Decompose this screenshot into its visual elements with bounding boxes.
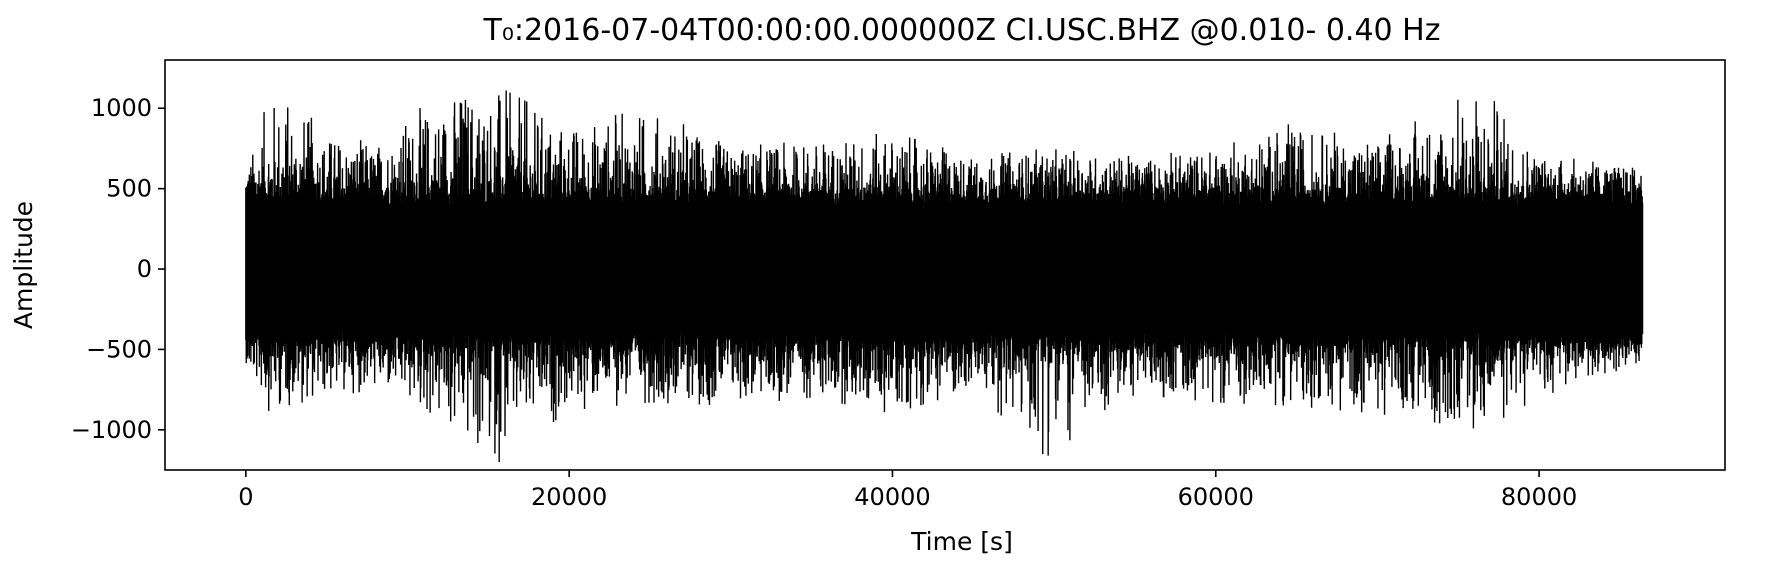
x-tick-label: 0	[238, 483, 253, 511]
x-tick-label: 60000	[1178, 483, 1254, 511]
x-axis: 0 20000 40000 60000 80000	[238, 470, 1577, 511]
y-tick-label: 0	[137, 255, 152, 283]
x-tick-label: 40000	[854, 483, 930, 511]
waveform-trace	[245, 90, 1644, 463]
x-tick-label: 80000	[1501, 483, 1577, 511]
x-tick-label: 20000	[531, 483, 607, 511]
axes-frame	[164, 59, 1726, 471]
y-axis: −1000 −500 0 500 1000	[71, 94, 165, 444]
x-axis-label: Time [s]	[910, 527, 1013, 556]
y-tick-label: −1000	[71, 416, 152, 444]
y-axis-label: Amplitude	[9, 201, 38, 329]
y-tick-label: 1000	[91, 94, 152, 122]
y-tick-label: −500	[86, 335, 152, 363]
y-tick-label: 500	[106, 175, 152, 203]
chart-title: T₀:2016-07-04T00:00:00.000000Z CI.USC.BH…	[483, 13, 1441, 48]
plot-area	[245, 90, 1644, 463]
